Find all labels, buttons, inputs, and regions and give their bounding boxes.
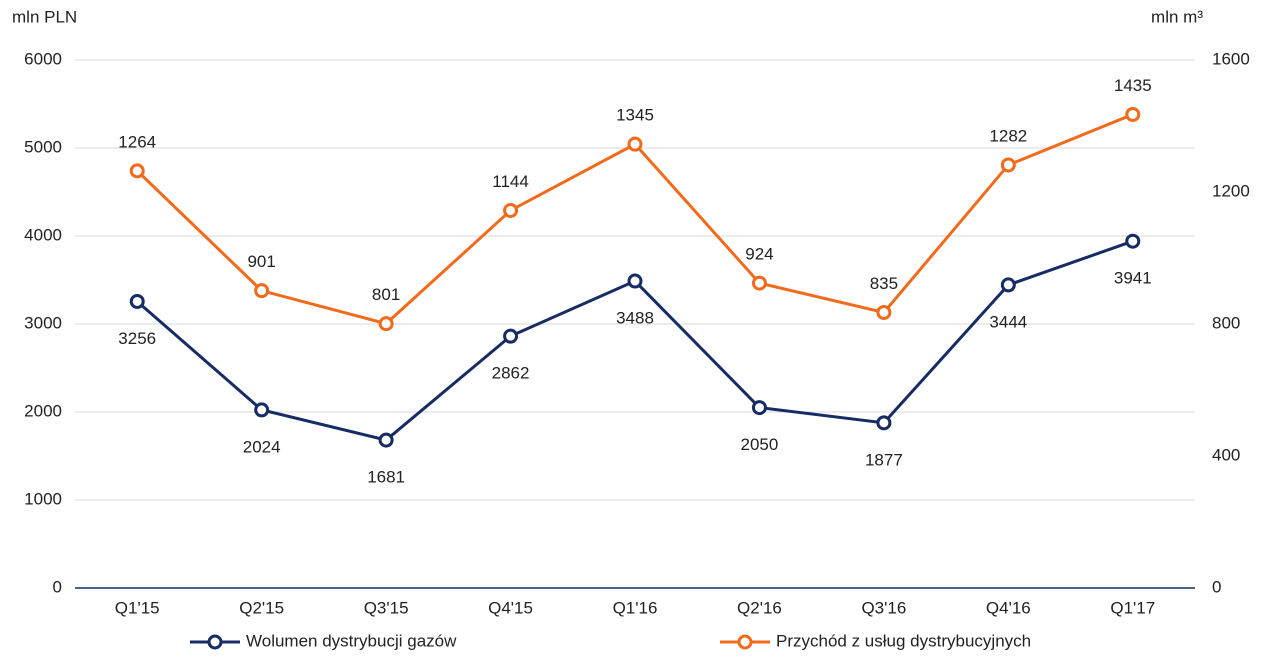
legend-marker	[737, 634, 753, 650]
data-point	[129, 163, 145, 179]
data-label: 3256	[118, 329, 156, 348]
data-point	[627, 136, 643, 152]
y2-tick-label: 1200	[1212, 181, 1250, 200]
y-tick-label: 0	[53, 577, 62, 596]
data-label: 1144	[492, 172, 529, 191]
x-tick-label: Q3'15	[364, 598, 409, 617]
legend-label: Przychód z usług dystrybucyjnych	[776, 631, 1031, 650]
y-tick-label: 4000	[24, 225, 62, 244]
data-label: 3488	[616, 309, 654, 328]
data-label: 901	[247, 252, 275, 271]
x-tick-label: Q1'15	[115, 598, 160, 617]
x-tick-label: Q4'15	[488, 598, 533, 617]
x-tick-label: Q2'16	[737, 598, 782, 617]
data-label: 1345	[616, 106, 654, 125]
data-label: 2862	[492, 364, 530, 383]
data-label: 1264	[118, 132, 156, 151]
data-label: 2024	[243, 437, 281, 456]
x-tick-label: Q4'16	[986, 598, 1031, 617]
data-label: 1282	[989, 126, 1027, 145]
data-point	[751, 275, 767, 291]
y-tick-label: 3000	[24, 313, 62, 332]
x-tick-label: Q1'17	[1110, 598, 1155, 617]
data-label: 1877	[865, 450, 903, 469]
y2-tick-label: 800	[1212, 313, 1240, 332]
data-label: 801	[372, 285, 400, 304]
data-label: 835	[870, 274, 898, 293]
series-line	[136, 239, 1134, 442]
data-label: 1435	[1114, 76, 1152, 95]
y2-tick-label: 400	[1212, 445, 1240, 464]
legend-marker	[207, 634, 223, 650]
y2-tick-label: 1600	[1212, 49, 1250, 68]
data-point	[1000, 157, 1016, 173]
y-tick-label: 6000	[24, 49, 62, 68]
x-tick-label: Q3'16	[861, 598, 906, 617]
data-label: 2050	[741, 435, 779, 454]
y2-tick-label: 0	[1212, 577, 1221, 596]
data-point	[378, 316, 394, 332]
data-point	[751, 400, 767, 416]
x-tick-label: Q2'15	[239, 598, 284, 617]
data-point	[254, 283, 270, 299]
data-point	[627, 273, 643, 289]
data-point	[876, 415, 892, 431]
data-point	[1000, 277, 1016, 293]
y-axis-title: mln PLN	[12, 7, 77, 26]
data-point	[503, 328, 519, 344]
data-point	[503, 202, 519, 218]
data-label: 3444	[989, 312, 1027, 331]
y-tick-label: 5000	[24, 137, 62, 156]
data-point	[1125, 106, 1141, 122]
data-point	[254, 402, 270, 418]
data-label: 1681	[367, 468, 405, 487]
data-point	[1125, 233, 1141, 249]
data-point	[129, 293, 145, 309]
data-label: 924	[745, 245, 773, 264]
data-point	[378, 432, 394, 448]
legend-label: Wolumen dystrybucji gazów	[246, 631, 457, 650]
y2-axis-title: mln m³	[1151, 7, 1203, 26]
x-tick-label: Q1'16	[613, 598, 658, 617]
data-label: 3941	[1114, 269, 1152, 288]
y-tick-label: 1000	[24, 489, 62, 508]
y-tick-label: 2000	[24, 401, 62, 420]
data-point	[876, 304, 892, 320]
